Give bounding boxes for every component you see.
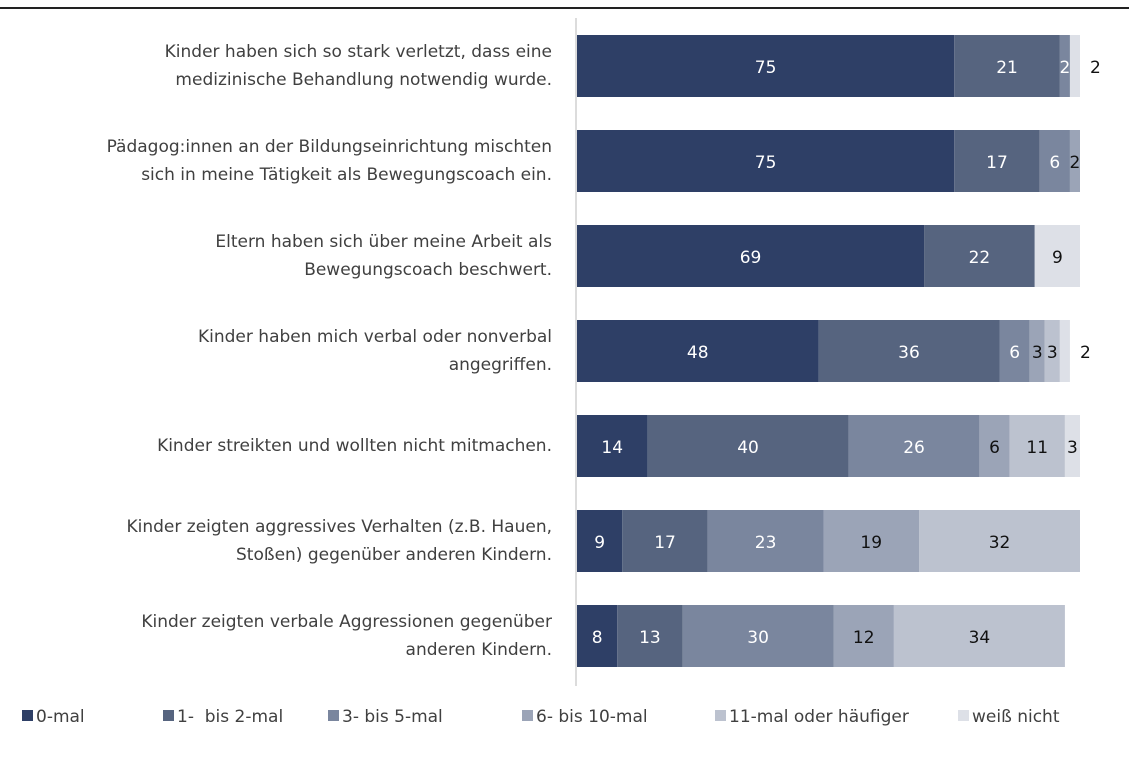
value-label: 48 — [687, 343, 709, 363]
bar-segment — [979, 415, 1010, 477]
bar-segment — [682, 605, 834, 667]
bar-segment — [577, 320, 819, 382]
legend-label: weiß nicht — [972, 707, 1060, 727]
value-label: 75 — [755, 58, 777, 78]
category-label: anderen Kindern. — [406, 640, 552, 660]
value-label: 3 — [1032, 343, 1043, 363]
bar-segment — [848, 415, 980, 477]
bar-segment — [1069, 130, 1080, 192]
bar-segment — [577, 415, 648, 477]
bar-segment — [818, 320, 1000, 382]
category-label: Kinder haben mich verbal oder nonverbal — [198, 327, 552, 347]
category-label: Kinder zeigten aggressives Verhalten (z.… — [127, 517, 553, 537]
value-label: 2 — [1059, 58, 1070, 78]
value-label: 6 — [989, 438, 1000, 458]
bar-segment — [617, 605, 683, 667]
bar-segment — [954, 35, 1060, 97]
category-label: Kinder streikten und wollten nicht mitma… — [157, 436, 552, 456]
bar-segment — [999, 320, 1030, 382]
bar-segment — [1034, 225, 1080, 287]
legend-swatch — [522, 710, 533, 721]
bar-segment — [823, 510, 920, 572]
category-label: Stoßen) gegenüber anderen Kindern. — [236, 545, 552, 565]
legend-label: 3- bis 5-mal — [342, 707, 443, 727]
bar-segment — [1009, 415, 1065, 477]
bar-segment — [622, 510, 708, 572]
value-label: 17 — [654, 533, 676, 553]
bar-segment — [577, 605, 618, 667]
value-label: 32 — [989, 533, 1011, 553]
value-label: 19 — [860, 533, 882, 553]
bar-segment — [954, 130, 1040, 192]
value-label: 69 — [740, 248, 762, 268]
value-label: 34 — [969, 628, 991, 648]
legend-label: 1- bis 2-mal — [177, 707, 283, 727]
value-label: 21 — [996, 58, 1018, 78]
legend-swatch — [715, 710, 726, 721]
category-label: Pädagog:innen an der Bildungseinrichtung… — [107, 137, 552, 157]
bar-segment — [1069, 35, 1080, 97]
value-label: 13 — [639, 628, 661, 648]
category-label: angegriffen. — [449, 355, 552, 375]
bar-segment — [1059, 320, 1070, 382]
value-label: 30 — [747, 628, 769, 648]
value-label: 2 — [1070, 153, 1081, 173]
legend-label: 0-mal — [36, 707, 85, 727]
legend-swatch — [958, 710, 969, 721]
value-label: 2 — [1090, 58, 1101, 78]
bar-segment — [919, 510, 1080, 572]
legend-swatch — [22, 710, 33, 721]
bar-segment — [833, 605, 894, 667]
category-label: Bewegungscoach beschwert. — [304, 260, 552, 280]
value-label: 22 — [969, 248, 991, 268]
value-label: 12 — [853, 628, 875, 648]
legend-label: 11-mal oder häufiger — [729, 707, 909, 727]
value-label: 23 — [755, 533, 777, 553]
legend-swatch — [328, 710, 339, 721]
value-label: 8 — [592, 628, 603, 648]
bar-segment — [893, 605, 1065, 667]
category-label: sich in meine Tätigkeit als Bewegungscoa… — [141, 165, 552, 185]
bar-segment — [1064, 415, 1080, 477]
bar-segment — [1039, 130, 1070, 192]
value-label: 36 — [898, 343, 920, 363]
bar-segment — [1059, 35, 1070, 97]
value-label: 2 — [1080, 343, 1091, 363]
bar-segment — [707, 510, 824, 572]
value-label: 9 — [594, 533, 605, 553]
value-label: 14 — [601, 438, 623, 458]
bar-segment — [577, 510, 623, 572]
bar-segment — [1029, 320, 1045, 382]
bar-segment — [647, 415, 849, 477]
value-label: 3 — [1067, 438, 1078, 458]
value-label: 6 — [1009, 343, 1020, 363]
value-label: 40 — [737, 438, 759, 458]
value-label: 11 — [1026, 438, 1048, 458]
value-label: 75 — [755, 153, 777, 173]
legend-swatch — [163, 710, 174, 721]
bar-segment — [1044, 320, 1060, 382]
value-label: 3 — [1047, 343, 1058, 363]
category-label: medizinische Behandlung notwendig wurde. — [175, 70, 552, 90]
value-label: 9 — [1052, 248, 1063, 268]
bar-segment — [577, 35, 955, 97]
category-label: Eltern haben sich über meine Arbeit als — [215, 232, 552, 252]
bar-segment — [924, 225, 1035, 287]
value-label: 17 — [986, 153, 1008, 173]
category-label: Kinder zeigten verbale Aggressionen gege… — [141, 612, 552, 632]
bar-segment — [577, 130, 955, 192]
value-label: 26 — [903, 438, 925, 458]
value-label: 6 — [1049, 153, 1060, 173]
legend-label: 6- bis 10-mal — [536, 707, 648, 727]
bar-segment — [577, 225, 925, 287]
category-label: Kinder haben sich so stark verletzt, das… — [165, 42, 552, 62]
